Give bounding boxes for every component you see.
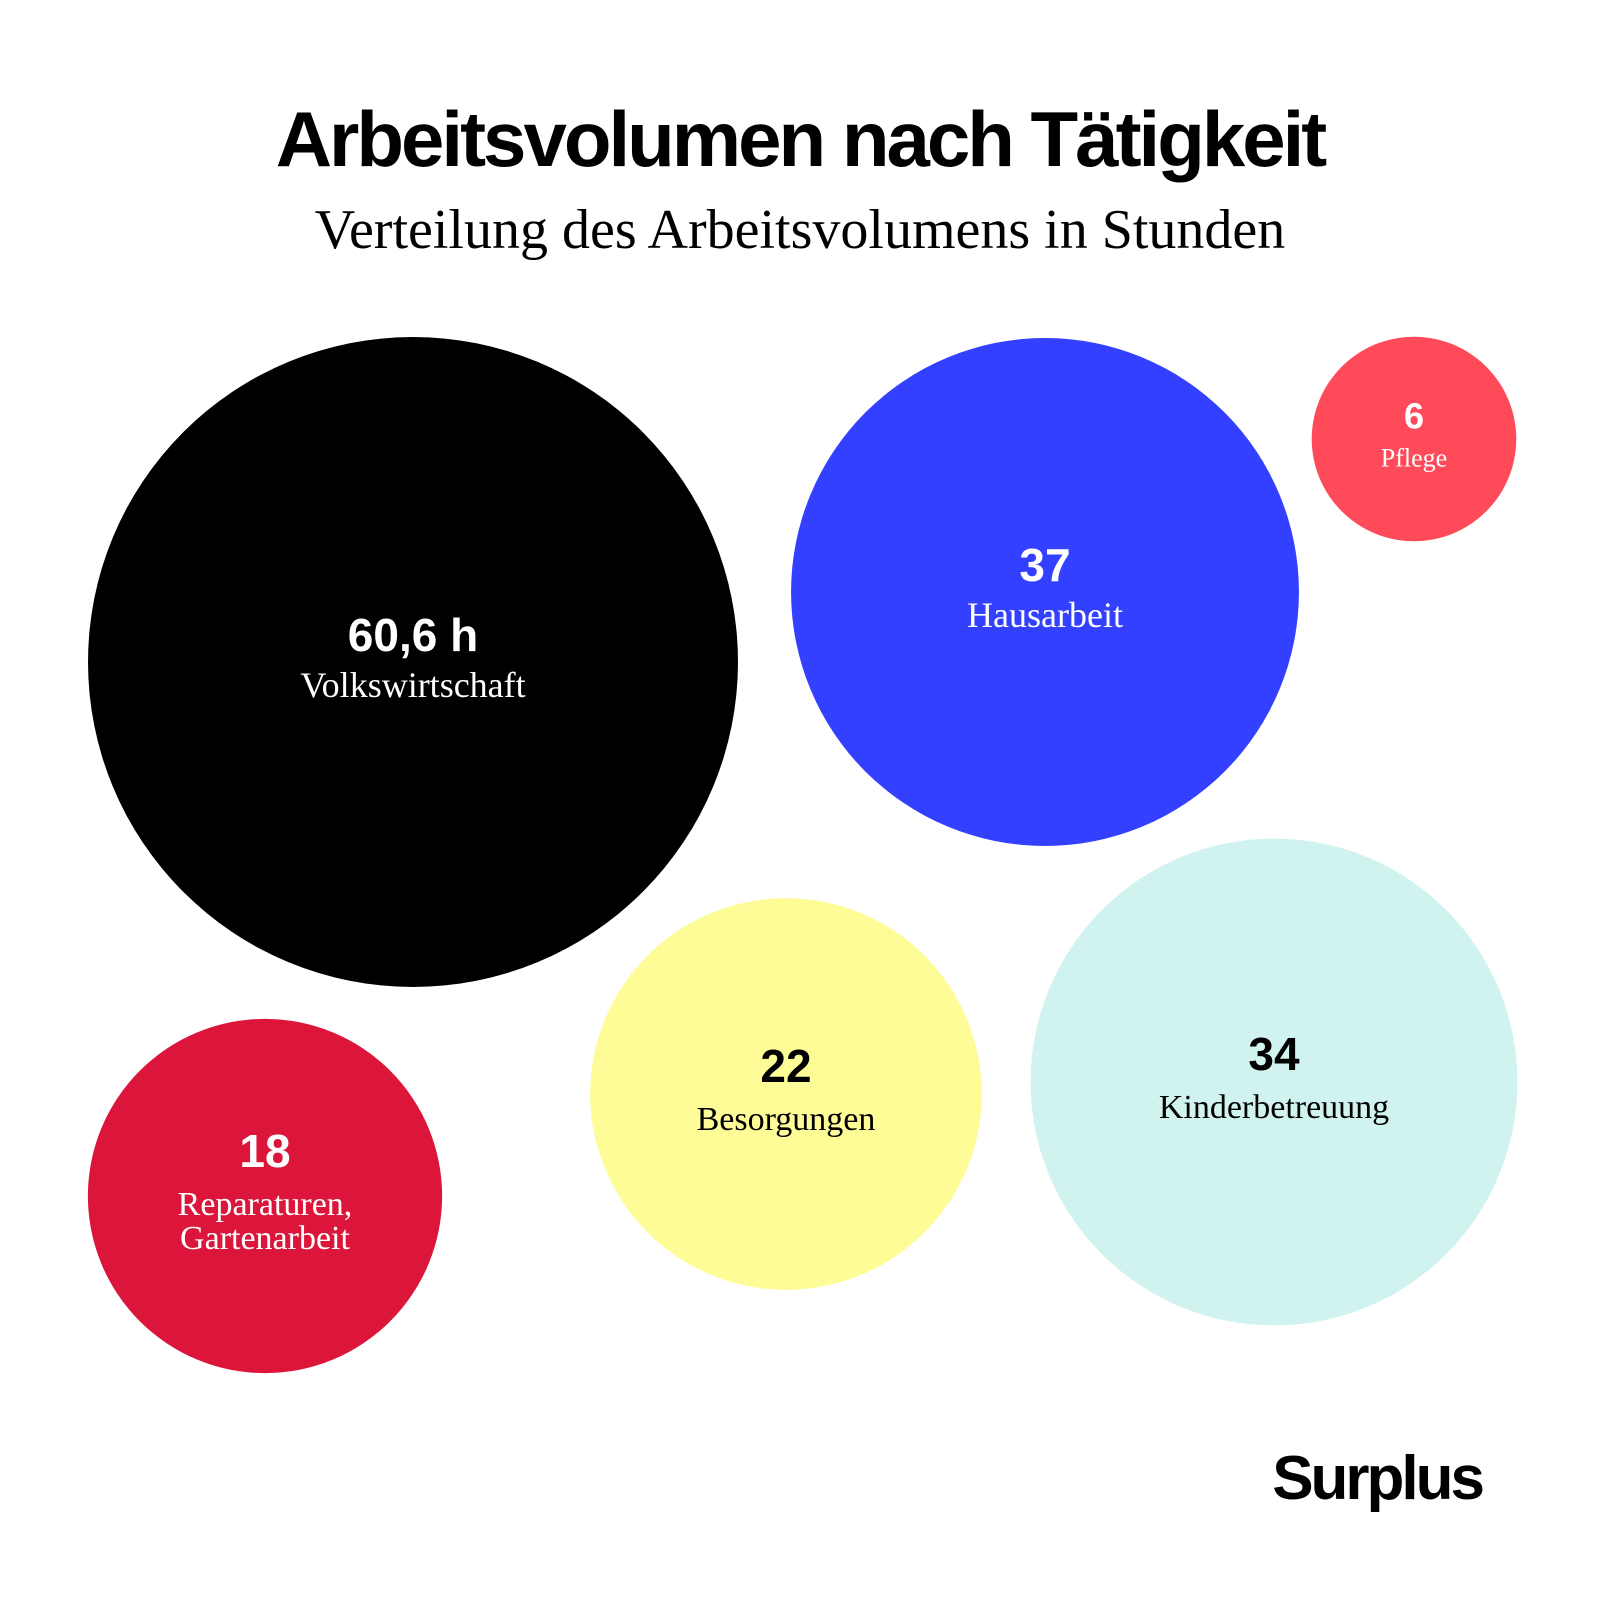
bubble-circle-reparaturen <box>87 1018 443 1374</box>
surplus-logo: Surplus <box>1272 1444 1485 1513</box>
bubble-label-line: Volkswirtschaft <box>300 665 525 705</box>
bubble-circle-volkswirtschaft <box>88 337 738 987</box>
bubble-value-volkswirtschaft: 60,6 h <box>348 609 478 661</box>
bubble-kinderbetreuung: 34 Kinderbetreuung <box>1030 838 1518 1326</box>
bubble-label-line: Hausarbeit <box>967 595 1123 635</box>
bubble-value-reparaturen: 18 <box>239 1125 290 1177</box>
bubble-value-hausarbeit: 37 <box>1019 539 1070 591</box>
bubble-besorgungen: 22 Besorgungen <box>590 898 982 1290</box>
bubble-label-line: Gartenarbeit <box>180 1220 350 1257</box>
bubble-value-pflege: 6 <box>1404 396 1424 437</box>
bubble-label-kinderbetreuung: Kinderbetreuung <box>1159 1089 1389 1126</box>
bubble-pflege: 6 Pflege <box>1311 336 1517 542</box>
bubble-circle-pflege <box>1311 336 1517 542</box>
bubble-circle-kinderbetreuung <box>1030 838 1518 1326</box>
bubble-label-line: Reparaturen, <box>178 1186 353 1223</box>
bubble-label-pflege: Pflege <box>1381 444 1447 473</box>
bubble-label-line: Besorgungen <box>697 1101 876 1138</box>
chart-subtitle: Verteilung des Arbeitsvolumens in Stunde… <box>314 199 1286 261</box>
chart-title: Arbeitsvolumen nach Tätigkeit <box>275 95 1328 183</box>
bubble-value-kinderbetreuung: 34 <box>1248 1028 1300 1080</box>
bubble-label-line: Pflege <box>1381 444 1447 473</box>
bubble-label-hausarbeit: Hausarbeit <box>967 595 1123 635</box>
bubble-circle-hausarbeit <box>791 338 1299 846</box>
bubble-label-reparaturen: Reparaturen, Gartenarbeit <box>178 1186 353 1257</box>
bubble-circle-besorgungen <box>590 898 982 1290</box>
bubble-label-line: Kinderbetreuung <box>1159 1089 1389 1126</box>
bubble-label-besorgungen: Besorgungen <box>697 1101 876 1138</box>
bubble-label-volkswirtschaft: Volkswirtschaft <box>300 665 525 705</box>
bubble-reparaturen: 18 Reparaturen, Gartenarbeit <box>87 1018 443 1374</box>
bubble-value-besorgungen: 22 <box>760 1040 811 1092</box>
